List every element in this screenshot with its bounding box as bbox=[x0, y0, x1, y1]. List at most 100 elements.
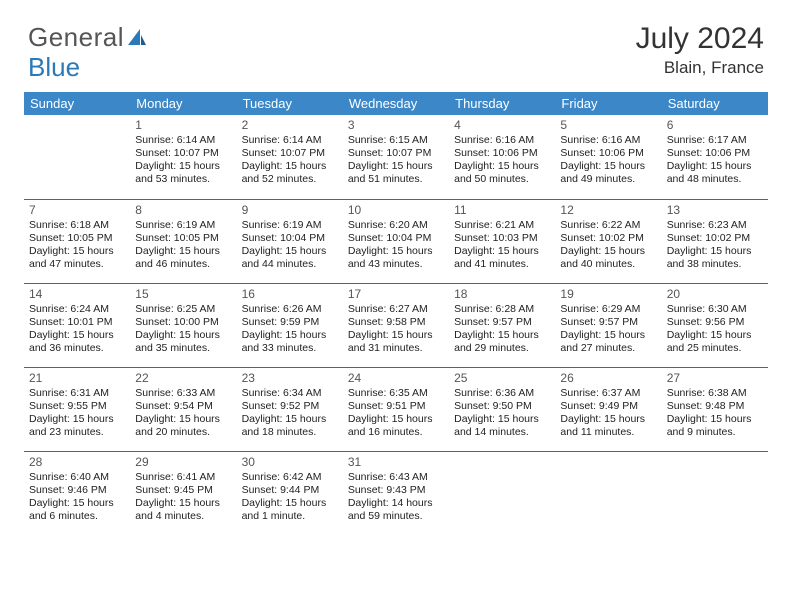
day-number: 25 bbox=[454, 371, 550, 386]
day-number: 30 bbox=[242, 455, 338, 470]
location-label: Blain, France bbox=[636, 58, 764, 78]
daylight-line: Daylight: 15 hours and 31 minutes. bbox=[348, 329, 444, 355]
daylight-line: Daylight: 15 hours and 40 minutes. bbox=[560, 245, 656, 271]
day-number: 13 bbox=[667, 203, 763, 218]
calendar-day-cell: 27Sunrise: 6:38 AMSunset: 9:48 PMDayligh… bbox=[662, 367, 768, 451]
title-block: July 2024 Blain, France bbox=[636, 22, 764, 78]
calendar-day-cell: 31Sunrise: 6:43 AMSunset: 9:43 PMDayligh… bbox=[343, 451, 449, 535]
sunset-line: Sunset: 10:05 PM bbox=[29, 232, 125, 245]
weekday-header: Friday bbox=[555, 92, 661, 115]
calendar-day-cell bbox=[662, 451, 768, 535]
sunrise-line: Sunrise: 6:33 AM bbox=[135, 387, 231, 400]
day-number: 16 bbox=[242, 287, 338, 302]
sunrise-line: Sunrise: 6:42 AM bbox=[242, 471, 338, 484]
sunrise-line: Sunrise: 6:41 AM bbox=[135, 471, 231, 484]
calendar-day-cell: 4Sunrise: 6:16 AMSunset: 10:06 PMDayligh… bbox=[449, 115, 555, 199]
day-number: 11 bbox=[454, 203, 550, 218]
calendar-day-cell: 10Sunrise: 6:20 AMSunset: 10:04 PMDaylig… bbox=[343, 199, 449, 283]
day-number: 10 bbox=[348, 203, 444, 218]
calendar-day-cell: 26Sunrise: 6:37 AMSunset: 9:49 PMDayligh… bbox=[555, 367, 661, 451]
day-number: 31 bbox=[348, 455, 444, 470]
sunrise-line: Sunrise: 6:20 AM bbox=[348, 219, 444, 232]
sunset-line: Sunset: 10:07 PM bbox=[348, 147, 444, 160]
month-title: July 2024 bbox=[636, 22, 764, 56]
sunset-line: Sunset: 9:57 PM bbox=[454, 316, 550, 329]
sunset-line: Sunset: 9:52 PM bbox=[242, 400, 338, 413]
calendar-day-cell bbox=[555, 451, 661, 535]
sunset-line: Sunset: 10:06 PM bbox=[454, 147, 550, 160]
logo-sail-icon bbox=[126, 27, 148, 49]
sunrise-line: Sunrise: 6:28 AM bbox=[454, 303, 550, 316]
calendar-week-row: 1Sunrise: 6:14 AMSunset: 10:07 PMDayligh… bbox=[24, 115, 768, 199]
sunset-line: Sunset: 9:59 PM bbox=[242, 316, 338, 329]
logo-text-blue: Blue bbox=[28, 52, 80, 83]
sunset-line: Sunset: 10:06 PM bbox=[667, 147, 763, 160]
sunrise-line: Sunrise: 6:25 AM bbox=[135, 303, 231, 316]
daylight-line: Daylight: 15 hours and 14 minutes. bbox=[454, 413, 550, 439]
daylight-line: Daylight: 15 hours and 18 minutes. bbox=[242, 413, 338, 439]
weekday-header: Wednesday bbox=[343, 92, 449, 115]
calendar-day-cell: 6Sunrise: 6:17 AMSunset: 10:06 PMDayligh… bbox=[662, 115, 768, 199]
sunset-line: Sunset: 9:46 PM bbox=[29, 484, 125, 497]
sunrise-line: Sunrise: 6:34 AM bbox=[242, 387, 338, 400]
sunrise-line: Sunrise: 6:40 AM bbox=[29, 471, 125, 484]
sunrise-line: Sunrise: 6:23 AM bbox=[667, 219, 763, 232]
sunset-line: Sunset: 10:03 PM bbox=[454, 232, 550, 245]
calendar-day-cell: 25Sunrise: 6:36 AMSunset: 9:50 PMDayligh… bbox=[449, 367, 555, 451]
daylight-line: Daylight: 15 hours and 51 minutes. bbox=[348, 160, 444, 186]
day-number: 12 bbox=[560, 203, 656, 218]
day-number: 23 bbox=[242, 371, 338, 386]
daylight-line: Daylight: 15 hours and 41 minutes. bbox=[454, 245, 550, 271]
sunrise-line: Sunrise: 6:14 AM bbox=[135, 134, 231, 147]
daylight-line: Daylight: 15 hours and 29 minutes. bbox=[454, 329, 550, 355]
logo-text-general: General bbox=[28, 22, 124, 53]
daylight-line: Daylight: 15 hours and 4 minutes. bbox=[135, 497, 231, 523]
sunrise-line: Sunrise: 6:15 AM bbox=[348, 134, 444, 147]
sunset-line: Sunset: 10:06 PM bbox=[560, 147, 656, 160]
calendar-day-cell: 29Sunrise: 6:41 AMSunset: 9:45 PMDayligh… bbox=[130, 451, 236, 535]
day-number: 19 bbox=[560, 287, 656, 302]
sunset-line: Sunset: 10:02 PM bbox=[667, 232, 763, 245]
day-number: 26 bbox=[560, 371, 656, 386]
weekday-header: Saturday bbox=[662, 92, 768, 115]
sunrise-line: Sunrise: 6:37 AM bbox=[560, 387, 656, 400]
day-number: 28 bbox=[29, 455, 125, 470]
calendar-day-cell: 18Sunrise: 6:28 AMSunset: 9:57 PMDayligh… bbox=[449, 283, 555, 367]
calendar-day-cell bbox=[24, 115, 130, 199]
calendar-day-cell: 28Sunrise: 6:40 AMSunset: 9:46 PMDayligh… bbox=[24, 451, 130, 535]
calendar-day-cell: 22Sunrise: 6:33 AMSunset: 9:54 PMDayligh… bbox=[130, 367, 236, 451]
calendar-day-cell: 16Sunrise: 6:26 AMSunset: 9:59 PMDayligh… bbox=[237, 283, 343, 367]
sunrise-line: Sunrise: 6:19 AM bbox=[242, 219, 338, 232]
weekday-header: Tuesday bbox=[237, 92, 343, 115]
sunset-line: Sunset: 10:02 PM bbox=[560, 232, 656, 245]
day-number: 17 bbox=[348, 287, 444, 302]
daylight-line: Daylight: 15 hours and 48 minutes. bbox=[667, 160, 763, 186]
calendar-week-row: 21Sunrise: 6:31 AMSunset: 9:55 PMDayligh… bbox=[24, 367, 768, 451]
daylight-line: Daylight: 15 hours and 50 minutes. bbox=[454, 160, 550, 186]
day-number: 1 bbox=[135, 118, 231, 133]
day-number: 6 bbox=[667, 118, 763, 133]
day-number: 24 bbox=[348, 371, 444, 386]
sunset-line: Sunset: 9:44 PM bbox=[242, 484, 338, 497]
calendar-day-cell: 17Sunrise: 6:27 AMSunset: 9:58 PMDayligh… bbox=[343, 283, 449, 367]
daylight-line: Daylight: 15 hours and 49 minutes. bbox=[560, 160, 656, 186]
sunrise-line: Sunrise: 6:31 AM bbox=[29, 387, 125, 400]
sunrise-line: Sunrise: 6:30 AM bbox=[667, 303, 763, 316]
calendar-day-cell: 3Sunrise: 6:15 AMSunset: 10:07 PMDayligh… bbox=[343, 115, 449, 199]
day-number: 4 bbox=[454, 118, 550, 133]
sunrise-line: Sunrise: 6:16 AM bbox=[560, 134, 656, 147]
weekday-header-row: Sunday Monday Tuesday Wednesday Thursday… bbox=[24, 92, 768, 115]
daylight-line: Daylight: 14 hours and 59 minutes. bbox=[348, 497, 444, 523]
day-number: 8 bbox=[135, 203, 231, 218]
calendar-day-cell: 12Sunrise: 6:22 AMSunset: 10:02 PMDaylig… bbox=[555, 199, 661, 283]
daylight-line: Daylight: 15 hours and 25 minutes. bbox=[667, 329, 763, 355]
calendar-week-row: 14Sunrise: 6:24 AMSunset: 10:01 PMDaylig… bbox=[24, 283, 768, 367]
daylight-line: Daylight: 15 hours and 35 minutes. bbox=[135, 329, 231, 355]
weekday-header: Sunday bbox=[24, 92, 130, 115]
day-number: 22 bbox=[135, 371, 231, 386]
sunset-line: Sunset: 10:04 PM bbox=[348, 232, 444, 245]
day-number: 5 bbox=[560, 118, 656, 133]
sunset-line: Sunset: 10:07 PM bbox=[135, 147, 231, 160]
day-number: 29 bbox=[135, 455, 231, 470]
calendar-day-cell: 11Sunrise: 6:21 AMSunset: 10:03 PMDaylig… bbox=[449, 199, 555, 283]
